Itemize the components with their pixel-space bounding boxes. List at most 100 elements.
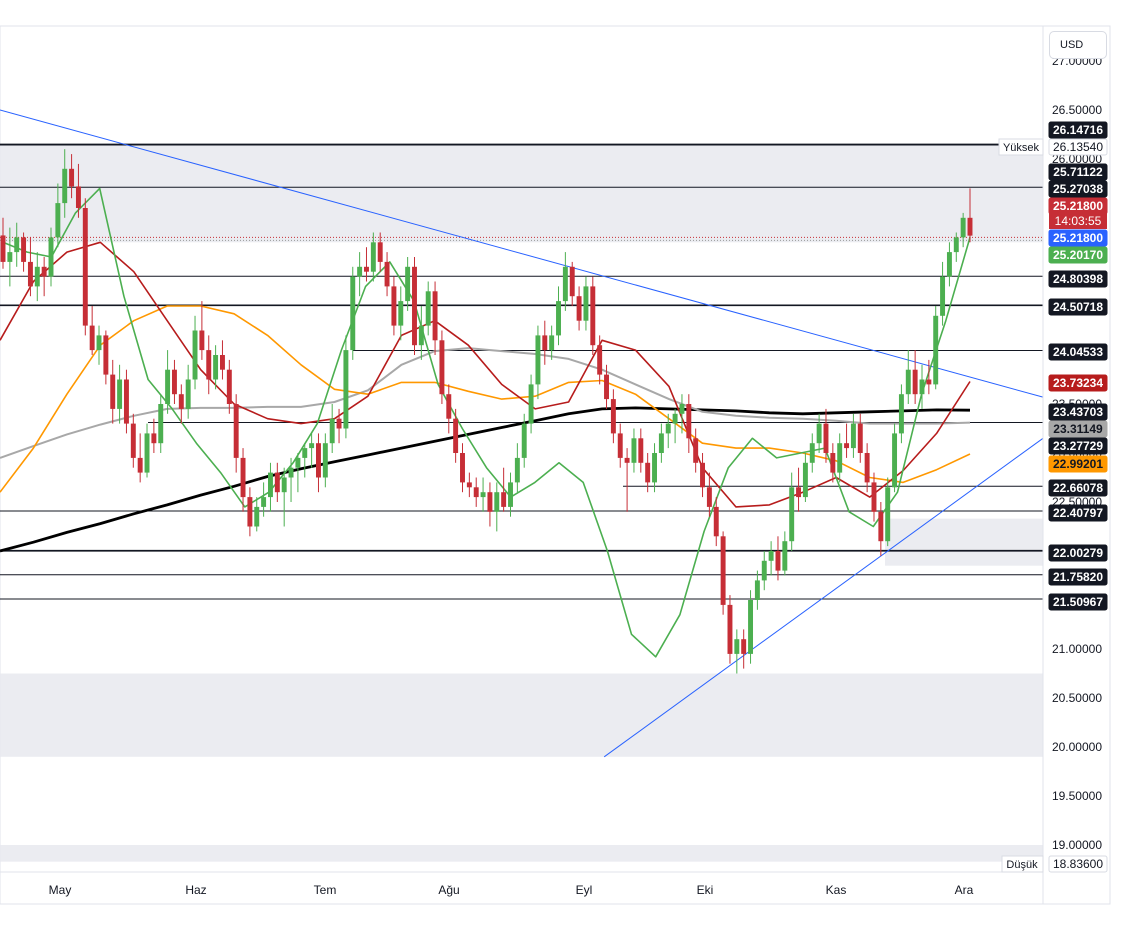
candle[interactable] xyxy=(946,242,952,287)
candle[interactable] xyxy=(75,163,81,218)
trendline[interactable] xyxy=(603,437,1044,758)
candle[interactable] xyxy=(329,404,335,453)
candle[interactable] xyxy=(590,276,596,355)
candle[interactable] xyxy=(830,443,836,483)
candle[interactable] xyxy=(247,487,253,537)
candle[interactable] xyxy=(398,286,404,341)
candle[interactable] xyxy=(370,232,376,282)
candle[interactable] xyxy=(809,433,815,473)
candle[interactable] xyxy=(857,413,863,463)
candle[interactable] xyxy=(0,217,6,269)
candle[interactable] xyxy=(336,408,342,444)
candle[interactable] xyxy=(562,252,568,311)
candle[interactable] xyxy=(775,536,781,581)
candle[interactable] xyxy=(569,261,575,306)
candle[interactable] xyxy=(713,497,719,547)
candle[interactable] xyxy=(933,306,939,390)
candle[interactable] xyxy=(425,281,431,336)
candle[interactable] xyxy=(919,364,925,409)
candle[interactable] xyxy=(597,335,603,385)
candle[interactable] xyxy=(137,433,143,483)
candle[interactable] xyxy=(892,423,898,493)
candle[interactable] xyxy=(535,325,541,400)
candle[interactable] xyxy=(14,222,20,267)
candle[interactable] xyxy=(761,551,767,591)
candle[interactable] xyxy=(460,443,465,493)
candle[interactable] xyxy=(556,286,561,346)
candle[interactable] xyxy=(727,595,733,664)
candle[interactable] xyxy=(7,227,13,287)
candle[interactable] xyxy=(953,232,959,262)
candle[interactable] xyxy=(62,149,68,218)
candle[interactable] xyxy=(110,359,116,424)
candle[interactable] xyxy=(185,364,191,419)
candle[interactable] xyxy=(82,198,88,336)
candle[interactable] xyxy=(446,384,452,434)
candle[interactable] xyxy=(796,467,802,512)
candle[interactable] xyxy=(69,154,75,199)
candle[interactable] xyxy=(178,384,184,424)
candle[interactable] xyxy=(610,389,616,444)
candle[interactable] xyxy=(34,252,40,302)
candle[interactable] xyxy=(316,433,321,493)
candle[interactable] xyxy=(638,428,644,473)
candle[interactable] xyxy=(240,448,246,512)
candle[interactable] xyxy=(645,453,651,493)
candle[interactable] xyxy=(528,374,534,434)
candle[interactable] xyxy=(487,482,493,527)
candle[interactable] xyxy=(878,502,884,556)
candle[interactable] xyxy=(27,237,33,297)
candle[interactable] xyxy=(576,286,582,331)
candle[interactable] xyxy=(213,345,219,390)
candle[interactable] xyxy=(55,183,61,248)
candle[interactable] xyxy=(885,477,891,547)
candle[interactable] xyxy=(604,364,609,409)
candle[interactable] xyxy=(384,252,390,297)
candle[interactable] xyxy=(48,227,54,287)
candle[interactable] xyxy=(720,531,726,615)
candle[interactable] xyxy=(802,453,808,502)
candle[interactable] xyxy=(748,590,754,664)
candle[interactable] xyxy=(453,408,459,463)
candle[interactable] xyxy=(514,443,520,493)
candle[interactable] xyxy=(288,457,294,502)
candle[interactable] xyxy=(967,188,973,243)
candle[interactable] xyxy=(912,350,918,404)
candle[interactable] xyxy=(226,359,232,414)
candle[interactable] xyxy=(254,497,260,532)
candle[interactable] xyxy=(706,472,712,517)
candle[interactable] xyxy=(617,423,623,468)
candle[interactable] xyxy=(274,462,280,502)
candle[interactable] xyxy=(89,306,95,355)
candle[interactable] xyxy=(905,350,911,404)
candle[interactable] xyxy=(926,359,932,395)
candle[interactable] xyxy=(823,408,829,463)
candle[interactable] xyxy=(302,443,308,478)
candle[interactable] xyxy=(343,335,349,439)
candle[interactable] xyxy=(508,472,513,517)
candle[interactable] xyxy=(494,482,500,532)
candle[interactable] xyxy=(837,433,843,483)
candle[interactable] xyxy=(960,212,966,248)
candle[interactable] xyxy=(123,369,129,434)
candle[interactable] xyxy=(672,408,678,444)
candle[interactable] xyxy=(158,394,164,453)
candle[interactable] xyxy=(658,423,664,463)
candle[interactable] xyxy=(391,276,397,336)
candle[interactable] xyxy=(665,413,671,449)
candle[interactable] xyxy=(103,330,109,385)
candle[interactable] xyxy=(542,320,548,365)
candle[interactable] xyxy=(219,340,225,380)
candle[interactable] xyxy=(405,257,411,311)
candle[interactable] xyxy=(679,394,685,434)
candle[interactable] xyxy=(754,570,760,610)
candle[interactable] xyxy=(96,325,102,365)
candle[interactable] xyxy=(144,423,150,478)
candle[interactable] xyxy=(624,448,630,512)
candle[interactable] xyxy=(741,629,747,669)
candle[interactable] xyxy=(117,364,123,424)
candle[interactable] xyxy=(165,350,171,414)
candle[interactable] xyxy=(521,413,527,468)
